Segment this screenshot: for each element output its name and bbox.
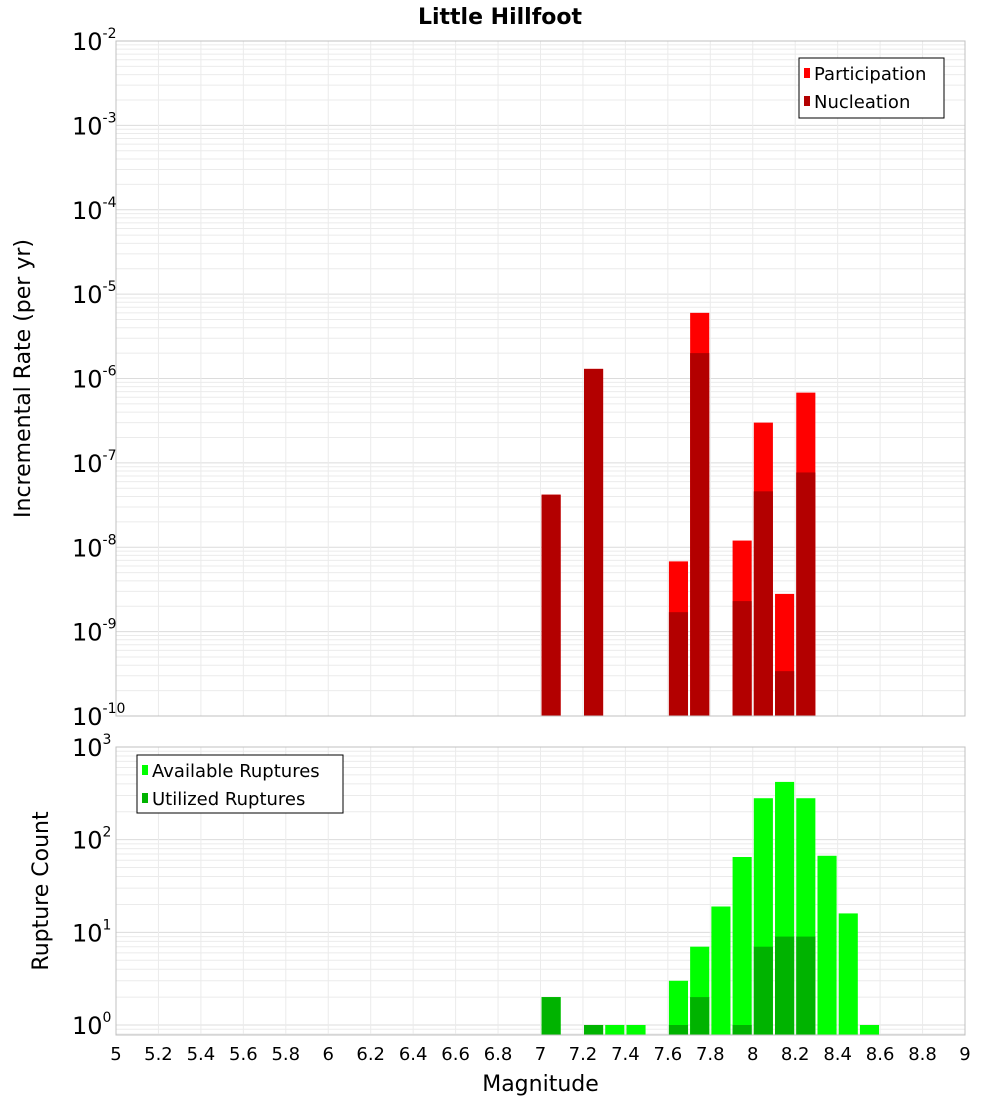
bar-utilized-ruptures <box>796 936 816 1035</box>
y-axis-label: Incremental Rate (per yr) <box>11 239 36 518</box>
y-tick-label: 10-7 <box>72 448 117 478</box>
legend-swatch <box>142 765 148 775</box>
bar-utilized-ruptures <box>541 997 561 1035</box>
panel-2: 100 101 102 103 Rupture Count Available Ruptu… <box>29 732 966 1040</box>
x-axis-label: Magnitude <box>482 1072 599 1097</box>
legend-label: Nucleation <box>814 92 910 113</box>
x-tick-label: 7.2 <box>569 1044 598 1065</box>
bar-utilized-ruptures <box>668 1025 689 1035</box>
legend-label: Available Ruptures <box>152 761 320 782</box>
y-axis-label: Rupture Count <box>29 811 54 971</box>
legend: Available Ruptures Utilized Ruptures <box>136 754 344 814</box>
legend-swatch <box>142 793 148 803</box>
x-tick-label: 5.6 <box>229 1044 258 1065</box>
x-tick-label: 8 <box>747 1044 758 1065</box>
plot-frame <box>115 40 966 717</box>
bar-available-ruptures <box>605 1025 625 1035</box>
y-tick-label: 10-4 <box>72 195 117 225</box>
x-tick-label: 8.8 <box>908 1044 937 1065</box>
bar-utilized-ruptures <box>732 1025 752 1035</box>
bar-nucleation <box>541 494 561 716</box>
x-tick-label: 6 <box>323 1044 334 1065</box>
bar-utilized-ruptures <box>584 1025 604 1035</box>
bar-nucleation <box>690 353 710 716</box>
x-tick-label: 5.2 <box>144 1044 173 1065</box>
x-tick-label: 7.8 <box>696 1044 725 1065</box>
y-tick-label: 10-10 <box>72 701 125 731</box>
y-tick-label: 103 <box>72 732 111 762</box>
y-tick-label: 10-3 <box>72 110 117 140</box>
y-tick-label: 10-9 <box>72 617 117 647</box>
bar-available-ruptures <box>732 857 752 1035</box>
legend-box <box>136 754 344 814</box>
x-tick-label: 5.4 <box>187 1044 216 1065</box>
bar-nucleation <box>753 491 773 716</box>
bar-utilized-ruptures <box>690 997 710 1035</box>
y-tick-label: 10-8 <box>72 532 117 562</box>
x-tick-label: 7.6 <box>654 1044 683 1065</box>
legend-swatch <box>804 96 810 106</box>
x-tick-label: 8.4 <box>823 1044 852 1065</box>
plot-frame <box>115 746 966 1036</box>
y-tick-label: 10-2 <box>72 26 117 56</box>
x-tick-label: 7.4 <box>611 1044 640 1065</box>
chart-title: Little Hillfoot <box>418 5 583 30</box>
y-tick-label: 102 <box>72 825 111 855</box>
bar-nucleation <box>796 472 816 716</box>
x-tick-label: 5.8 <box>271 1044 300 1065</box>
x-tick-label: 6.4 <box>399 1044 428 1065</box>
bar-nucleation <box>668 612 689 716</box>
y-tick-label: 100 <box>72 1010 111 1040</box>
x-tick-label: 6.8 <box>484 1044 513 1065</box>
panel-1: 10-10 10-9 10-8 10-7 10-6 10-5 10-4 10-3 10-2 Inc… <box>11 26 966 731</box>
bar-nucleation <box>584 368 604 716</box>
legend-label: Utilized Ruptures <box>152 789 305 810</box>
bar-nucleation <box>732 601 752 716</box>
bar-available-ruptures <box>817 855 837 1035</box>
legend: Participation Nucleation <box>798 57 945 119</box>
bar-nucleation <box>775 671 795 716</box>
x-tick-label: 5 <box>110 1044 121 1065</box>
x-tick-label: 8.6 <box>866 1044 895 1065</box>
x-tick-label: 6.6 <box>441 1044 470 1065</box>
bar-available-ruptures <box>711 906 731 1035</box>
bar-available-ruptures <box>626 1025 646 1035</box>
y-tick-label: 101 <box>72 917 111 947</box>
legend-box <box>798 57 945 119</box>
bar-utilized-ruptures <box>753 946 773 1035</box>
y-tick-label: 10-5 <box>72 279 117 309</box>
legend-label: Participation <box>814 64 926 85</box>
bar-available-ruptures <box>859 1025 880 1035</box>
x-tick-label: 6.2 <box>356 1044 385 1065</box>
legend-swatch <box>804 68 810 78</box>
x-tick-label: 7 <box>535 1044 546 1065</box>
bar-utilized-ruptures <box>775 936 795 1035</box>
bar-available-ruptures <box>838 913 858 1035</box>
y-tick-label: 10-6 <box>72 364 117 394</box>
bar-available-ruptures <box>668 980 689 1035</box>
x-tick-label: 8.2 <box>781 1044 810 1065</box>
x-tick-label: 9 <box>959 1044 970 1065</box>
